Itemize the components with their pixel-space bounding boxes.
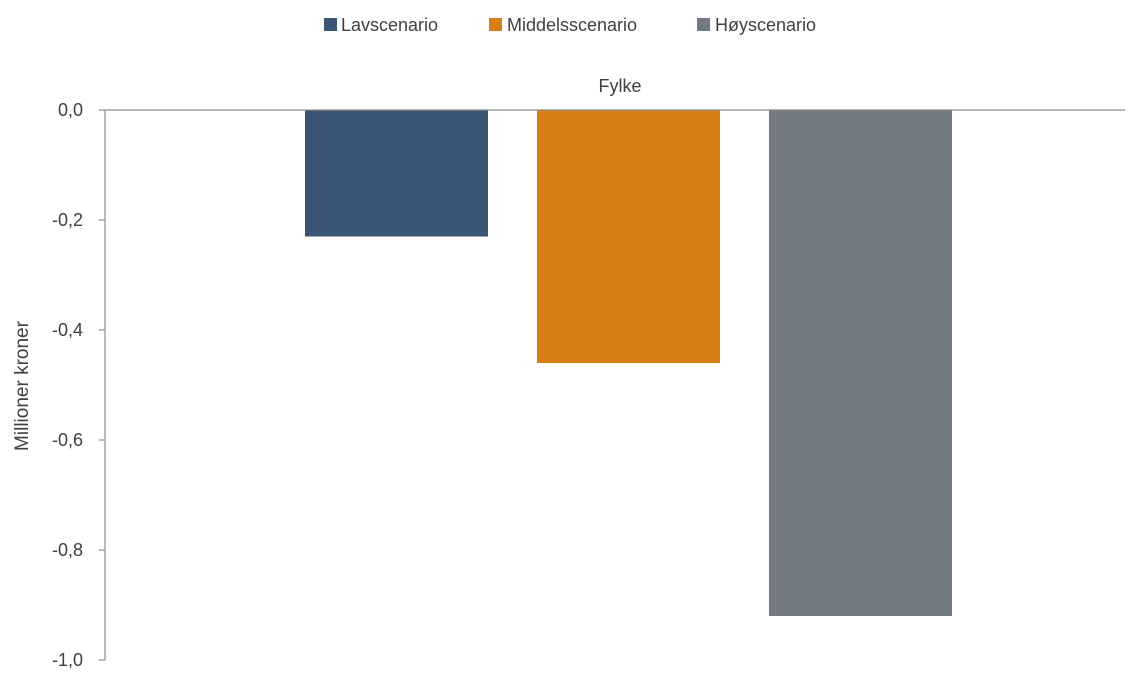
- legend-swatch-middelsscenario: [489, 18, 502, 31]
- legend-label-lavscenario: Lavscenario: [341, 15, 438, 35]
- legend-label-middelsscenario: Middelsscenario: [507, 15, 637, 35]
- legend-label-høyscenario: Høyscenario: [715, 15, 816, 35]
- bar-lavscenario: [305, 110, 488, 237]
- y-tick-label: -0,2: [52, 210, 83, 230]
- y-axis-title: Millioner kroner: [12, 320, 33, 451]
- y-axis: 0,0 -0,2 -0,4 -0,6 -0,8 -1,0: [52, 100, 106, 670]
- y-tick-label: -0,6: [52, 430, 83, 450]
- y-tick-label: -0,8: [52, 540, 83, 560]
- bar-middelsscenario: [537, 110, 720, 363]
- y-tick-label: 0,0: [58, 100, 83, 120]
- y-tick-label: -1,0: [52, 650, 83, 670]
- category-label: Fylke: [598, 76, 641, 96]
- legend: Lavscenario Middelsscenario Høyscenario: [324, 15, 816, 35]
- legend-swatch-lavscenario: [324, 18, 337, 31]
- bars: [305, 110, 952, 616]
- bar-høyscenario: [769, 110, 952, 616]
- y-tick-label: -0,4: [52, 320, 83, 340]
- legend-swatch-høyscenario: [697, 18, 710, 31]
